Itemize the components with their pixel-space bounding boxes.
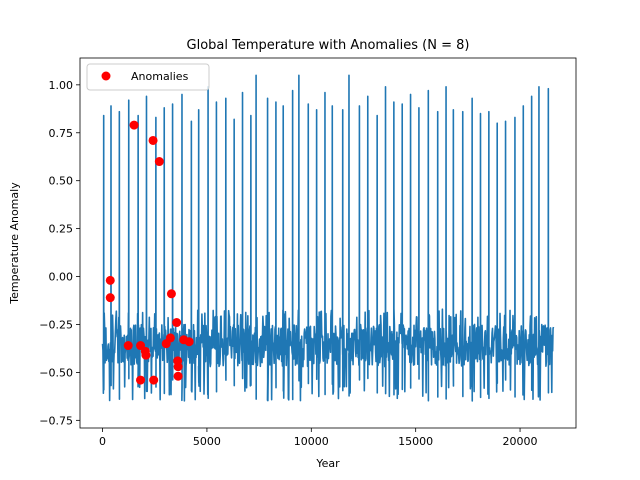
anomaly-point-2 [123, 341, 133, 351]
anomaly-point-19 [184, 337, 194, 347]
y-tick-label-7: 1.00 [49, 79, 74, 92]
legend-label-anomalies: Anomalies [131, 70, 189, 83]
anomaly-point-9 [149, 375, 159, 385]
x-tick-label-3: 15000 [398, 435, 433, 448]
y-axis-ticks: −0.75 −0.50 −0.25 0.00 0.25 0.50 0.75 1.00 [39, 79, 80, 427]
x-axis-label: Year [315, 457, 340, 470]
temperature-line [101, 74, 555, 402]
anomaly-point-10 [154, 157, 164, 167]
anomaly-point-0 [105, 275, 115, 285]
anomaly-point-1 [105, 293, 115, 303]
x-tick-label-4: 20000 [503, 435, 538, 448]
x-tick-label-0: 0 [99, 435, 106, 448]
y-tick-label-1: −0.50 [39, 366, 73, 379]
anomaly-point-5 [136, 375, 146, 385]
y-tick-label-5: 0.50 [49, 175, 74, 188]
anomaly-points [105, 120, 194, 385]
anomaly-point-16 [173, 362, 183, 372]
anomaly-point-3 [129, 120, 139, 130]
y-tick-label-6: 0.75 [49, 127, 74, 140]
plot-area [80, 58, 576, 428]
legend: Anomalies [86, 63, 210, 91]
anomaly-point-12 [165, 333, 175, 343]
y-axis-label: Temperature Anomaly [8, 182, 21, 305]
plot-frame [79, 57, 577, 429]
y-tick-label-0: −0.75 [39, 414, 73, 427]
legend-marker-anomalies [101, 71, 111, 81]
temperature-series [101, 74, 555, 402]
anomaly-point-7 [141, 350, 151, 360]
chart-title: Global Temperature with Anomalies (N = 8… [187, 38, 470, 53]
x-tick-label-1: 5000 [193, 435, 221, 448]
anomaly-point-13 [166, 289, 176, 299]
x-axis-ticks: 0 5000 10000 15000 20000 [99, 428, 538, 448]
x-tick-label-2: 10000 [294, 435, 329, 448]
legend-box [86, 63, 210, 91]
anomaly-point-14 [172, 318, 182, 328]
anomaly-point-17 [173, 371, 183, 381]
y-tick-label-3: 0.00 [49, 271, 74, 284]
y-tick-label-2: −0.25 [39, 318, 73, 331]
y-tick-label-4: 0.25 [49, 223, 74, 236]
anomaly-point-8 [148, 135, 158, 145]
